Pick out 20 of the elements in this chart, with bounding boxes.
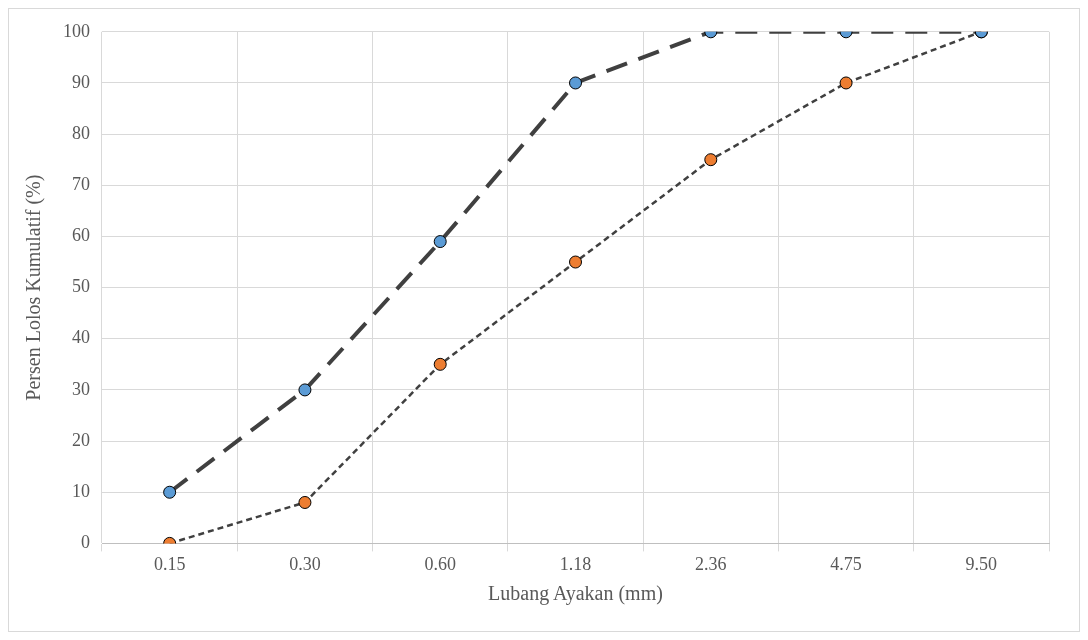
- y-tick-label: 80: [72, 122, 90, 143]
- y-tick-label: 90: [72, 71, 90, 92]
- x-tick-label: 2.36: [695, 553, 727, 574]
- x-tick-label: 0.15: [153, 553, 186, 574]
- y-tick-label: 50: [72, 276, 90, 297]
- y-tick-label: 0: [81, 532, 90, 553]
- x-axis-title: Lubang Ayakan (mm): [488, 582, 663, 606]
- y-tick-label: 20: [72, 429, 90, 450]
- x-tick-label: 1.18: [559, 553, 592, 574]
- x-tick-label: 4.75: [830, 553, 862, 574]
- y-tick-label: 40: [72, 327, 90, 348]
- x-tick-label: 0.60: [424, 553, 456, 574]
- y-tick-label: 60: [72, 225, 90, 246]
- x-tick-label: 9.50: [965, 553, 998, 574]
- y-tick-label: 100: [63, 20, 90, 41]
- y-axis-title: Persen Lolos Kumulatif (%): [22, 174, 46, 401]
- y-tick-label: 70: [72, 174, 90, 195]
- x-tick-label: 0.30: [289, 553, 321, 574]
- y-tick-label: 30: [72, 378, 90, 399]
- y-tick-label: 10: [72, 480, 90, 501]
